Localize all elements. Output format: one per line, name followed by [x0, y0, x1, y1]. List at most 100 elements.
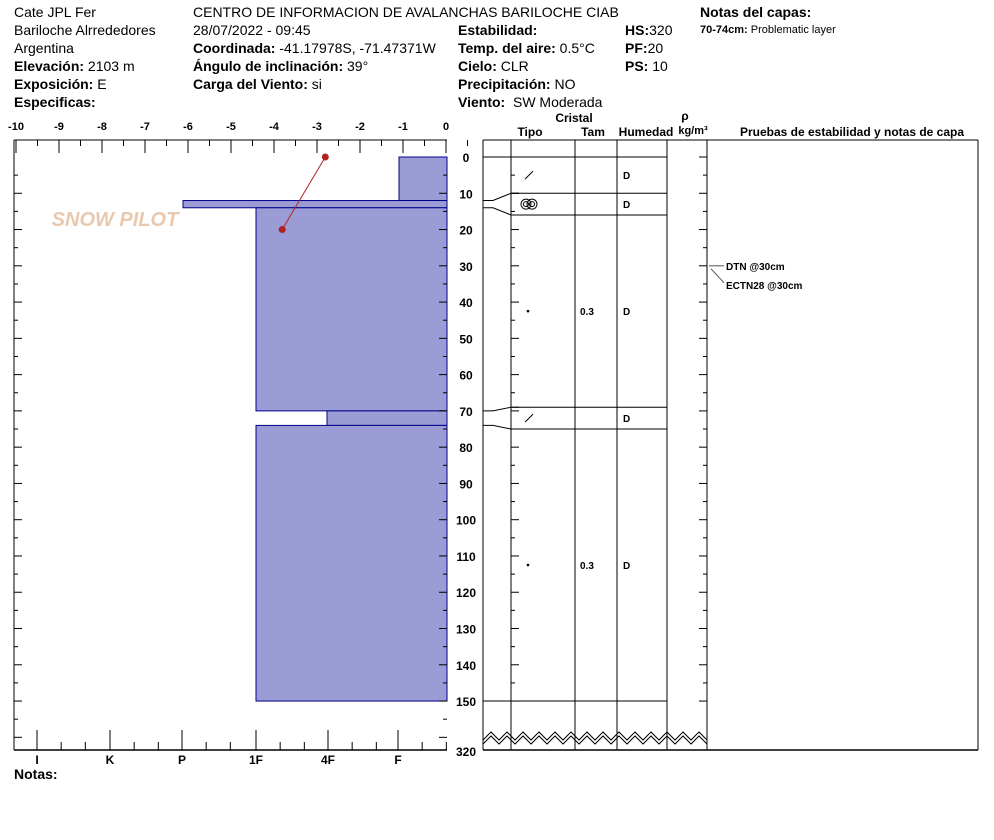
datetime: 28/07/2022 - 09:45: [193, 22, 311, 38]
test-arrow: [710, 268, 725, 284]
airtemp-label: Temp. del aire:: [458, 40, 556, 56]
layer-connector: [483, 207, 519, 216]
depth-tick-label: 20: [459, 224, 473, 238]
organization: CENTRO DE INFORMACION DE AVALANCHAS BARI…: [193, 4, 619, 20]
airtemp: Temp. del aire: 0.5°C: [458, 39, 595, 57]
moisture-header: Humedad: [619, 125, 674, 139]
pf-label: PF:: [625, 40, 648, 56]
depth-tick-label: 50: [459, 332, 473, 346]
temp-tick-label: -8: [97, 121, 107, 133]
crystal-size: 0.3: [580, 307, 594, 318]
layer-note-text: Problematic layer: [750, 24, 836, 36]
wind-value: SW Moderada: [512, 94, 603, 110]
decomposing-fragments-icon: [524, 170, 534, 180]
location: Bariloche Alrrededores: [14, 22, 156, 38]
hs-label: HS:: [625, 22, 650, 38]
moisture-value: D: [623, 171, 630, 182]
depth-tick-label: 90: [459, 477, 473, 491]
layer-connector: [483, 192, 519, 202]
temperature-point: [278, 226, 286, 234]
sky-label: Cielo:: [458, 58, 497, 74]
rounded-grain-dot-icon: [526, 309, 530, 313]
layer-connector: [483, 424, 519, 430]
depth-tick-label: 10: [459, 187, 473, 201]
stability-test: ECTN28 @30cm: [726, 281, 803, 292]
temp-tick-label: -9: [54, 121, 64, 133]
temperature-point: [321, 153, 329, 161]
layer-notes-title: Notas del capas:: [700, 4, 812, 20]
temp-tick-label: -3: [312, 121, 322, 133]
aspect: Exposición: E: [14, 75, 107, 93]
temp-tick-label: -5: [226, 121, 236, 133]
depth-tick-label: 120: [456, 586, 476, 600]
hardness-layer: [398, 156, 448, 202]
depth-tick-label: 60: [459, 369, 473, 383]
hardness-layer: [326, 410, 448, 426]
sky: Cielo: CLR: [458, 57, 529, 75]
temp-tick-label: 0: [443, 121, 449, 133]
rounded-grains-icon: [526, 198, 538, 210]
hardness-layer: [255, 424, 448, 702]
coordinates: Coordinada: -41.17978S, -71.47371W: [193, 39, 436, 57]
size-header: Tam: [581, 125, 605, 139]
depth-tick-label: 100: [456, 514, 476, 528]
hardness-tick-label: 1F: [249, 753, 263, 767]
precip-label: Precipitación:: [458, 76, 551, 92]
depth-tick-label: 30: [459, 260, 473, 274]
layer-connector: [483, 406, 519, 412]
sky-value: CLR: [500, 58, 529, 74]
stability-test: DTN @30cm: [726, 262, 785, 273]
hs: HS:320: [625, 21, 672, 39]
rounded-grains-icon: [520, 198, 532, 210]
slope-label: Ángulo de inclinación:: [193, 58, 344, 74]
rounded-grains-icon: [523, 201, 529, 208]
total-depth-label: 320: [456, 745, 476, 759]
moisture-value: D: [623, 200, 630, 211]
depth-break-zigzag: [482, 735, 708, 745]
aspect-label: Exposición:: [14, 76, 94, 92]
temp-tick-label: -4: [269, 121, 280, 133]
hardness-tick-label: I: [35, 753, 38, 767]
hardness-tick-label: P: [178, 753, 186, 767]
hardness-layer: [182, 200, 448, 209]
moisture-value: D: [623, 561, 630, 572]
decomposing-fragments-icon: [524, 413, 534, 423]
observer: Cate JPL Fer: [14, 4, 96, 20]
depth-tick-label: 150: [456, 695, 476, 709]
elevation-label: Elevación:: [14, 58, 85, 74]
ps-label: PS:: [625, 58, 649, 74]
stability-label: Estabilidad:: [458, 22, 538, 38]
temp-tick-label: -2: [355, 121, 365, 133]
depth-tick-label: 140: [456, 659, 476, 673]
slope: Ángulo de inclinación: 39°: [193, 57, 368, 75]
slope-value: 39°: [347, 58, 369, 74]
temp-tick-label: -7: [140, 121, 150, 133]
pf: PF:20: [625, 39, 663, 57]
snowpilot-logo: SNOW PILOT: [52, 209, 180, 231]
windload-label: Carga del Viento:: [193, 76, 308, 92]
layer-note: 70-74cm: Problematic layer: [700, 21, 836, 39]
wind: Viento: SW Moderada: [458, 93, 602, 111]
tests-header: Pruebas de estabilidad y notas de capa: [740, 125, 964, 139]
hardness-tick-label: K: [106, 753, 115, 767]
density-unit-header: kg/m³: [678, 125, 708, 137]
hs-value: 320: [649, 22, 673, 38]
depth-tick-label: 0: [463, 151, 470, 165]
depth-tick-label: 80: [459, 441, 473, 455]
aspect-value: E: [97, 76, 107, 92]
elevation: Elevación: 2103 m: [14, 57, 135, 75]
moisture-value: D: [623, 414, 630, 425]
temp-tick-label: -6: [183, 121, 193, 133]
depth-tick-label: 110: [456, 550, 476, 564]
precip: Precipitación: NO: [458, 75, 575, 93]
depth-break-zigzag: [482, 731, 708, 741]
notes-label: Notas:: [14, 766, 58, 782]
rounded-grain-dot-icon: [526, 563, 530, 567]
ps: PS: 10: [625, 57, 668, 75]
airtemp-value: 0.5°C: [559, 40, 595, 56]
depth-tick-label: 40: [459, 296, 473, 310]
crystal-header: Cristal: [555, 111, 592, 125]
rounded-grains-icon: [529, 201, 535, 208]
windload-value: si: [311, 76, 322, 92]
crystal-size: 0.3: [580, 561, 594, 572]
